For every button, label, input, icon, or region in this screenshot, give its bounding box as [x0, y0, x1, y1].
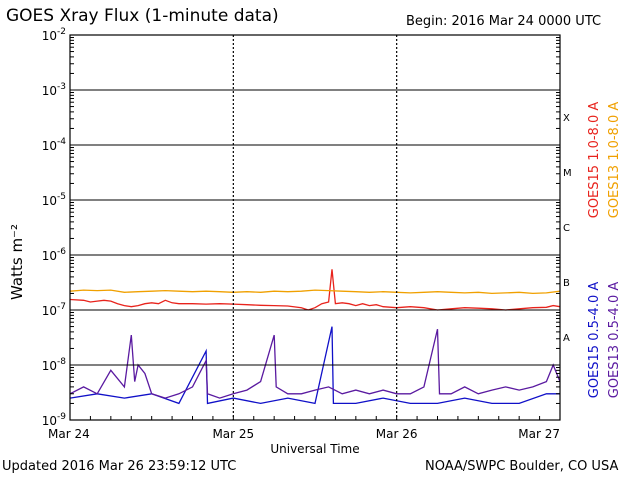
- series-line: [69, 328, 561, 399]
- series-line: [69, 269, 561, 311]
- y-tick-label: 10-2: [42, 27, 66, 43]
- y-tick-label: 10-3: [42, 82, 66, 98]
- y-tick-label: 10-4: [42, 137, 67, 153]
- flare-class-label: M: [563, 168, 572, 179]
- y-tick-label: 10-7: [42, 302, 66, 318]
- chart-title: GOES Xray Flux (1-minute data): [6, 6, 279, 26]
- grid-layer: [70, 35, 560, 420]
- flare-class-label: B: [563, 278, 570, 289]
- y-tick-label: 10-9: [42, 412, 67, 428]
- y-tick-label: 10-8: [42, 357, 67, 373]
- y-tick-label: 10-6: [42, 247, 67, 263]
- x-axis-label: Universal Time: [270, 442, 359, 456]
- legend-entry: GOES13 1.0-8.0 A: [607, 102, 622, 219]
- x-tick-label: Mar 27: [518, 427, 560, 441]
- y-axis-label: Watts m⁻²: [8, 224, 26, 300]
- series-layer: [69, 269, 561, 405]
- series-line: [69, 289, 561, 295]
- legend-entry: GOES13 0.5-4.0 A: [607, 282, 622, 399]
- flare-class-label: C: [563, 223, 570, 234]
- x-tick-label: Mar 25: [212, 427, 254, 441]
- flare-class-label: X: [563, 113, 570, 124]
- legend-entry: GOES15 1.0-8.0 A: [587, 102, 602, 219]
- x-tick-label: Mar 26: [376, 427, 418, 441]
- x-tick-label: Mar 24: [48, 427, 90, 441]
- legend-entry: GOES15 0.5-4.0 A: [587, 282, 602, 399]
- flare-class-label: A: [563, 333, 570, 344]
- plot-frame: [69, 34, 561, 421]
- legend-layer: GOES15 1.0-8.0 A GOES13 1.0-8.0 A GOES15 0…: [587, 102, 622, 399]
- axis-layer: 10-9 10-8 10-7 10-6 10-5 10-4 10-3 10-2 Mar 24 Ma…: [42, 27, 572, 441]
- begin-time: Begin: 2016 Mar 24 0000 UTC: [406, 14, 602, 29]
- data-credit: NOAA/SWPC Boulder, CO USA: [425, 459, 619, 474]
- updated-timestamp: Updated 2016 Mar 26 23:59:12 UTC: [2, 459, 237, 474]
- y-tick-label: 10-5: [42, 192, 66, 208]
